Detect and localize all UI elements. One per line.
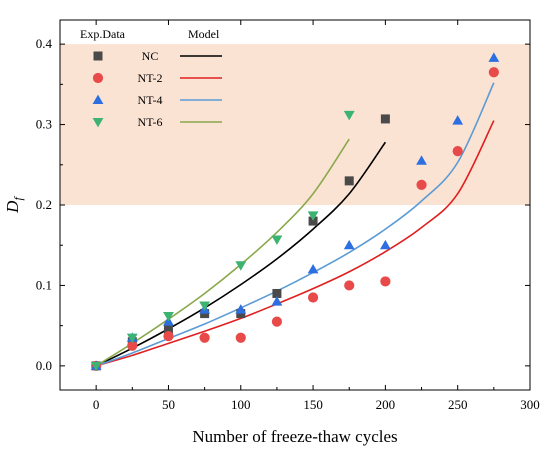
data-point-nt-4 [452, 115, 464, 125]
y-axis-title: Df [3, 196, 25, 214]
x-tick-label-100: 100 [231, 397, 251, 412]
data-points [90, 52, 500, 372]
axis-ticks: 0 50 100 150 200 250 300 0.0 0.1 0.2 0.3 0.4 [36, 20, 540, 412]
data-point-nt-4 [271, 296, 283, 306]
data-point-nt-6 [235, 261, 247, 271]
data-point-nt-6 [271, 235, 283, 245]
data-point-nt-2 [163, 331, 174, 342]
data-point-nt-4 [416, 155, 427, 165]
x-tick-label-50: 50 [162, 397, 175, 412]
x-tick-label-250: 250 [448, 397, 468, 412]
y-axis-title-main: D [3, 200, 22, 214]
data-point-nt-2 [344, 280, 355, 291]
data-point-nt-4 [379, 239, 391, 250]
data-point-nt-6 [199, 301, 211, 311]
y-tick-label-0.3: 0.3 [36, 117, 52, 132]
data-point-nt-6 [163, 311, 174, 322]
legend-exp-header: Exp.Data [80, 27, 126, 41]
data-point-nt-6 [90, 361, 102, 372]
plot-frame [59, 19, 531, 391]
data-point-nc [308, 216, 318, 226]
x-tick-label-150: 150 [303, 397, 323, 412]
legend: Exp.Data Model NC NT-2 NT-4 NT-6 [80, 27, 222, 129]
data-point-nc [163, 325, 173, 335]
legend-marker-nt-6 [92, 117, 104, 128]
legend-marker-nc [93, 51, 103, 61]
model-line-nc [95, 141, 387, 367]
data-point-nt-2 [488, 67, 499, 78]
data-point-nc [380, 114, 390, 124]
highlight-band [60, 44, 530, 206]
legend-label-nt-6: NT-6 [138, 115, 163, 129]
y-tick-label-0.4: 0.4 [36, 36, 53, 51]
y-tick-label-0.1: 0.1 [36, 277, 52, 292]
data-point-nt-2 [127, 340, 138, 351]
data-point-nc [272, 288, 282, 298]
data-point-nt-2 [271, 316, 283, 327]
data-point-nt-6 [307, 211, 319, 221]
legend-model-header: Model [188, 27, 220, 41]
data-point-nt-2 [416, 179, 427, 190]
model-line-nt-2 [95, 120, 495, 367]
y-tick-label-0.2: 0.2 [36, 197, 52, 212]
data-point-nt-2 [199, 332, 210, 343]
x-tick-label-300: 300 [520, 397, 540, 412]
legend-marker-nt-2 [92, 72, 104, 84]
legend-label-nc: NC [142, 49, 159, 63]
y-tick-label-0.0: 0.0 [36, 358, 52, 373]
data-point-nt-4 [488, 52, 500, 62]
data-point-nt-2 [307, 292, 319, 303]
y-axis-title-subscript: f [11, 196, 25, 201]
legend-label-nt-4: NT-4 [138, 93, 163, 107]
data-point-nt-6 [343, 110, 355, 121]
x-tick-label-200: 200 [376, 397, 396, 412]
data-point-nt-4 [307, 263, 319, 274]
x-axis-title: Number of freeze-thaw cycles [192, 427, 397, 446]
data-point-nt-4 [343, 239, 355, 250]
data-point-nt-2 [235, 332, 246, 343]
x-tick-label-0: 0 [93, 397, 100, 412]
data-point-nt-4 [235, 304, 247, 314]
legend-marker-nt-4 [92, 94, 104, 105]
data-point-nt-2 [452, 146, 463, 157]
legend-label-nt-2: NT-2 [138, 71, 163, 85]
data-point-nt-2 [380, 276, 391, 287]
data-point-nt-6 [126, 333, 138, 344]
data-point-nc [344, 176, 354, 186]
